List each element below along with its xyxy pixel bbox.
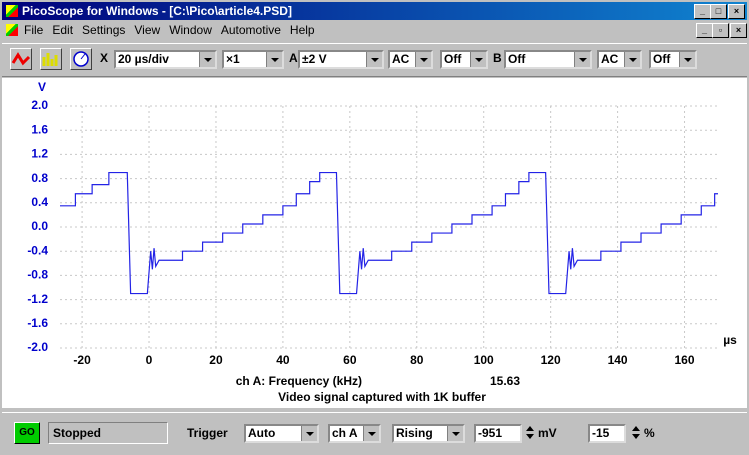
x-axis-label: µs <box>723 333 737 347</box>
trigger-mode-select[interactable]: Auto <box>244 424 319 443</box>
status-text: Stopped <box>53 426 101 440</box>
y-tick-label: 0.4 <box>31 195 48 209</box>
window-title: PicoScope for Windows - [C:\Pico\article… <box>22 4 292 18</box>
x-label: X <box>100 51 109 65</box>
menu-item[interactable]: Automotive <box>220 23 281 37</box>
trigger-edge-select[interactable]: Rising <box>392 424 465 443</box>
menu-item[interactable]: Help <box>289 23 315 37</box>
y-tick-label: -1.6 <box>27 316 48 330</box>
threshold-unit: mV <box>538 426 557 440</box>
threshold-spinner[interactable] <box>524 424 536 443</box>
y-tick-label: -0.8 <box>27 268 48 282</box>
a-coupling-select[interactable]: AC <box>388 50 433 69</box>
b-coupling-select[interactable]: AC <box>597 50 642 69</box>
x-tick-label: 0 <box>146 353 153 367</box>
chart-subtitle: Video signal captured with 1K buffer <box>278 390 486 404</box>
zoom-value: ×1 <box>226 52 240 66</box>
spectrum-button[interactable] <box>40 48 62 70</box>
b-offset-select[interactable]: Off <box>649 50 697 69</box>
delay-spinner[interactable] <box>630 424 642 443</box>
trigger-mode-value: Auto <box>248 426 276 440</box>
a-range-select[interactable]: ±2 V <box>298 50 384 69</box>
x-tick-label: 120 <box>541 353 561 367</box>
spectrum-icon <box>42 53 58 66</box>
measurement-label: ch A: Frequency (kHz) <box>236 374 362 388</box>
x-tick-label: 20 <box>209 353 223 367</box>
x-tick-label: 60 <box>343 353 357 367</box>
y-tick-label: 1.2 <box>31 147 48 161</box>
doc-icon <box>6 24 18 36</box>
delay-value: -15 <box>592 426 610 440</box>
doc-close[interactable]: × <box>730 23 747 38</box>
close-button[interactable]: × <box>728 4 745 19</box>
app-icon <box>6 5 18 17</box>
toolbar: X 20 µs/div ×1 A ±2 V AC Off B Off AC Of… <box>2 43 747 77</box>
title-bar: PicoScope for Windows - [C:\Pico\article… <box>2 2 747 20</box>
delay-input[interactable]: -15 <box>588 424 626 443</box>
x-tick-label: -20 <box>73 353 91 367</box>
menu-item[interactable]: File <box>24 23 44 37</box>
y-tick-label: -0.4 <box>27 243 48 257</box>
a-label: A <box>289 51 298 65</box>
x-tick-label: 100 <box>474 353 494 367</box>
b-label: B <box>493 51 502 65</box>
meter-button[interactable] <box>70 48 92 70</box>
y-axis-label: V <box>38 80 46 94</box>
y-tick-label: -2.0 <box>27 340 48 354</box>
waveform <box>60 171 718 295</box>
x-tick-label: 40 <box>276 353 290 367</box>
trigger-edge-value: Rising <box>396 426 433 440</box>
a-offset-select[interactable]: Off <box>440 50 488 69</box>
zoom-select[interactable]: ×1 <box>222 50 284 69</box>
y-tick-label: 0.8 <box>31 171 48 185</box>
x-tick-label: 80 <box>410 353 424 367</box>
plot-area <box>2 78 747 408</box>
menu-bar: File Edit Settings View Window Automotive Help… <box>2 21 747 40</box>
timebase-value: 20 µs/div <box>118 52 169 66</box>
y-tick-label: -1.2 <box>27 292 48 306</box>
b-offset-value: Off <box>653 52 671 66</box>
trigger-label: Trigger <box>187 426 228 440</box>
b-range-value: Off <box>508 52 526 66</box>
measurement-value: 15.63 <box>490 374 520 388</box>
a-coupling-value: AC <box>392 52 410 66</box>
chart: V µs ch A: Frequency (kHz) 15.63 Video s… <box>27 80 737 404</box>
menu-item[interactable]: Edit <box>52 23 74 37</box>
y-tick-label: 0.0 <box>31 219 48 233</box>
trigger-channel-select[interactable]: ch A <box>328 424 381 443</box>
y-tick-label: 2.0 <box>31 98 48 112</box>
trigger-channel-value: ch A <box>332 426 358 440</box>
status-bar: GO Stopped Trigger Auto ch A Rising -951… <box>2 412 747 453</box>
scope-button[interactable] <box>10 48 32 70</box>
x-tick-label: 140 <box>608 353 628 367</box>
menu-item[interactable]: Settings <box>82 23 126 37</box>
y-tick-label: 1.6 <box>31 122 48 136</box>
a-offset-value: Off <box>444 52 462 66</box>
go-button[interactable]: GO <box>14 422 40 444</box>
x-tick-label: 160 <box>675 353 695 367</box>
menu-item[interactable]: Window <box>169 23 212 37</box>
timebase-select[interactable]: 20 µs/div <box>114 50 217 69</box>
a-range-value: ±2 V <box>302 52 327 66</box>
b-coupling-value: AC <box>601 52 619 66</box>
scope-icon <box>11 52 31 66</box>
threshold-value: -951 <box>478 426 503 440</box>
menu-item[interactable]: View <box>134 23 161 37</box>
maximize-button[interactable]: □ <box>710 4 727 19</box>
menu-items: File Edit Settings View Window Automotive Help <box>24 21 324 40</box>
b-range-select[interactable]: Off <box>504 50 592 69</box>
go-label: GO <box>19 427 35 438</box>
status-panel: Stopped <box>48 422 168 444</box>
threshold-input[interactable]: -951 <box>474 424 522 443</box>
meter-icon <box>73 51 89 67</box>
doc-restore[interactable]: ▫ <box>712 23 729 38</box>
delay-unit: % <box>644 426 655 440</box>
